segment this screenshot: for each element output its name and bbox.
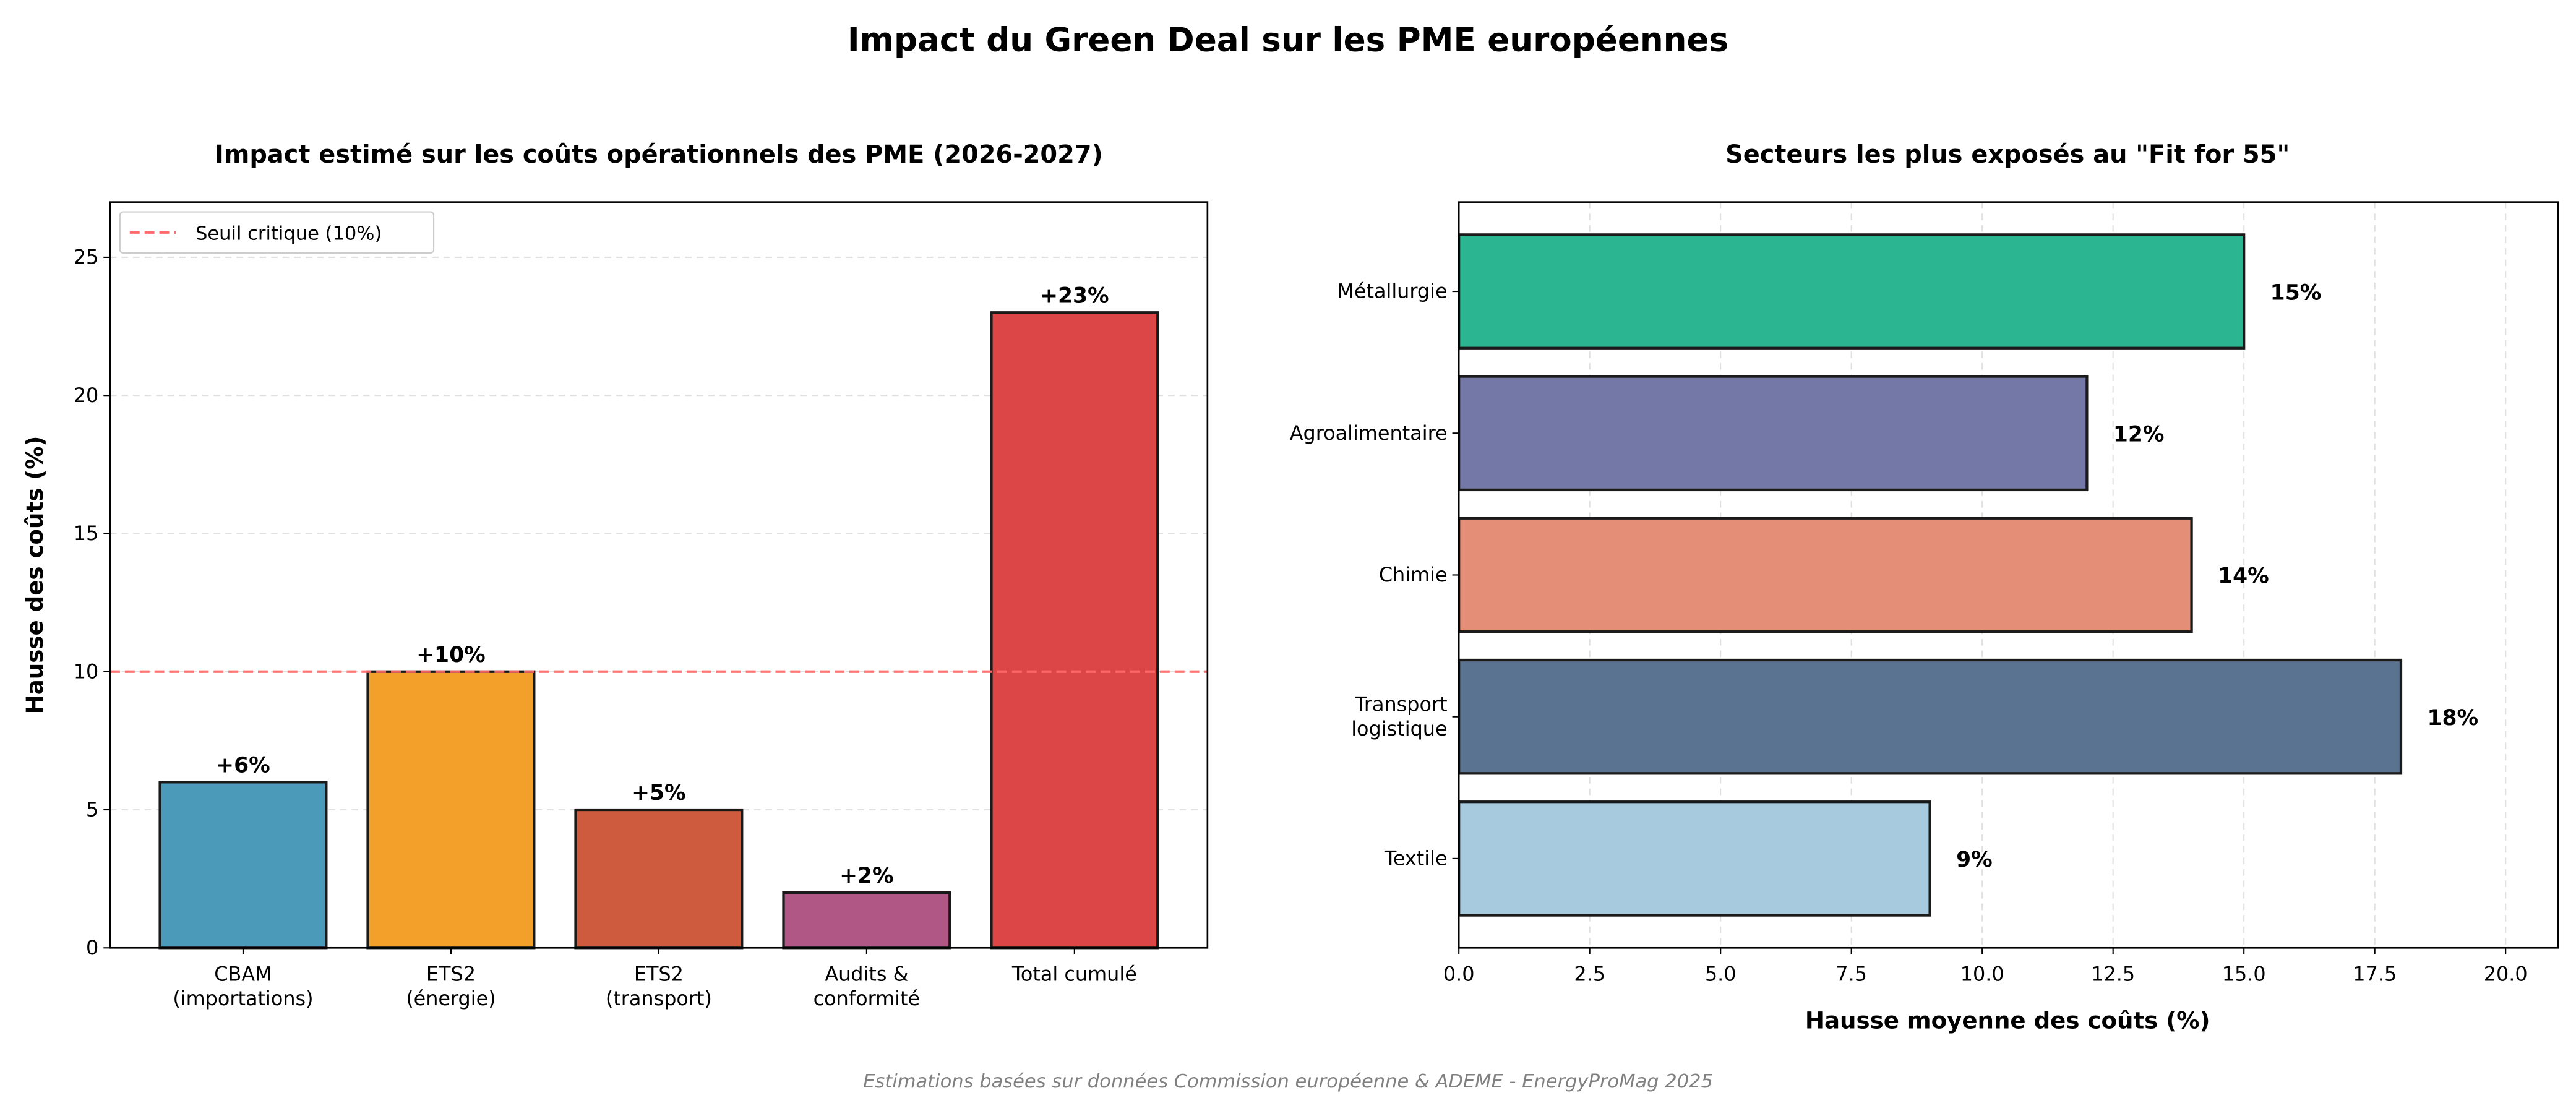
x-tick-label: 7.5: [1835, 962, 1867, 985]
data-label: 18%: [2427, 706, 2478, 731]
data-label: 9%: [1956, 847, 1993, 872]
bar: [1458, 517, 2193, 633]
chart-2-xlabel: Hausse moyenne des coûts (%): [1805, 1006, 2210, 1034]
y-tick-label: Agroalimentaire: [1290, 421, 1448, 445]
figure-title: Impact du Green Deal sur les PME europée…: [848, 20, 1728, 59]
chart-2-plot: 0.0 2.5 5.0 7.5 10.0 12.5 15.0 17.5 20.0 9% Textil…: [1290, 201, 2559, 985]
y-tick-label: 10: [74, 659, 99, 683]
x-tick-label: 12.5: [2091, 962, 2135, 985]
y-tick-label: Textile: [1384, 847, 1448, 870]
x-tick-label: (transport): [606, 987, 712, 1010]
y-tick-label: 20: [74, 384, 99, 407]
y-tick-label: logistique: [1351, 717, 1447, 740]
y-tick-label: Transport: [1354, 692, 1448, 716]
bar: [1458, 233, 2246, 350]
chart-1-plot: 0510152025+6%CBAM(importations)+10%ETS2(…: [74, 201, 1209, 1010]
y-tick-label: 15: [74, 521, 99, 545]
data-label: 14%: [2218, 564, 2269, 589]
x-tick-label: 20.0: [2484, 962, 2528, 985]
bar: [158, 781, 328, 950]
bar: [1458, 375, 2089, 492]
x-tick-label: CBAM: [214, 962, 272, 985]
y-tick-label: Métallurgie: [1337, 280, 1447, 303]
x-tick-label: 0.0: [1443, 962, 1475, 985]
legend-label: Seuil critique (10%): [195, 223, 382, 245]
chart-2-title: Secteurs les plus exposés au "Fit for 55…: [1725, 140, 2290, 169]
plot-frame: [109, 201, 1209, 949]
data-label: +23%: [1040, 283, 1109, 308]
x-tick-label: ETS2: [634, 962, 684, 985]
bar: [1458, 658, 2403, 775]
x-tick-label: Total cumulé: [1011, 962, 1137, 985]
footer-source: Estimations basées sur données Commissio…: [863, 1071, 1713, 1092]
x-tick-label: 15.0: [2222, 962, 2266, 985]
x-tick-label: (importations): [173, 987, 313, 1010]
y-tick-label: 5: [86, 798, 98, 821]
bar: [1458, 800, 1931, 917]
x-tick-label: Audits &: [825, 962, 908, 985]
bar: [574, 808, 744, 950]
bar: [990, 311, 1159, 950]
plot-frame: [1458, 201, 2559, 949]
legend: Seuil critique (10%): [119, 211, 435, 254]
chart-1-title: Impact estimé sur les coûts opérationnel…: [215, 140, 1103, 169]
x-tick-label: ETS2: [426, 962, 476, 985]
data-label: 15%: [2270, 280, 2322, 305]
data-label: +2%: [839, 864, 894, 888]
legend-box: [119, 211, 435, 254]
y-tick-label: 25: [74, 246, 99, 269]
data-label: +6%: [216, 753, 270, 778]
data-label: 12%: [2113, 423, 2165, 447]
chart-1-ylabel: Hausse des coûts (%): [21, 436, 48, 714]
x-tick-label: conformité: [814, 987, 920, 1010]
data-label: +5%: [632, 781, 686, 805]
x-tick-label: 10.0: [1960, 962, 2004, 985]
data-label: +10%: [416, 643, 486, 667]
y-tick-label: 0: [86, 936, 98, 959]
y-tick-label: Chimie: [1379, 563, 1448, 586]
x-tick-label: (énergie): [406, 987, 496, 1010]
x-tick-label: 5.0: [1705, 962, 1737, 985]
bar: [782, 891, 951, 950]
x-tick-label: 17.5: [2353, 962, 2397, 985]
bar: [366, 670, 536, 950]
x-tick-label: 2.5: [1574, 962, 1605, 985]
